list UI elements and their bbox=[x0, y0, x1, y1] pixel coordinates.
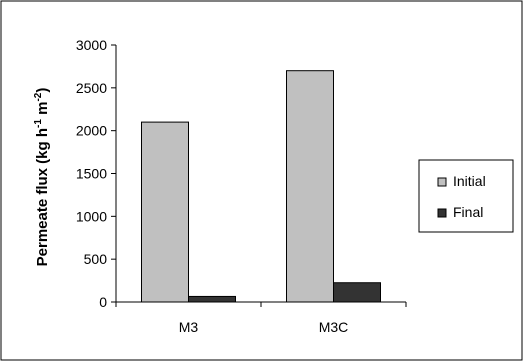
y-axis: 0 500 1000 1500 2000 2500 3000 bbox=[76, 37, 117, 310]
y-tick-label: 1500 bbox=[76, 166, 107, 182]
bar-initial-m3c bbox=[286, 70, 334, 303]
x-tick-label: M3C bbox=[319, 319, 349, 335]
x-tick-label: M3 bbox=[179, 319, 199, 335]
bar-final-m3c bbox=[333, 282, 381, 303]
legend-label-final: Final bbox=[453, 204, 483, 220]
y-tick-label: 2500 bbox=[76, 80, 107, 96]
bar-final-m3 bbox=[188, 295, 236, 303]
y-tick-label: 1000 bbox=[76, 208, 107, 224]
legend-swatch-initial bbox=[437, 177, 447, 187]
y-axis-label: Permeate flux (kg h-1 m-2) bbox=[33, 88, 51, 267]
y-tick-label: 500 bbox=[84, 251, 108, 267]
bar-initial-m3 bbox=[141, 121, 189, 303]
legend-label-initial: Initial bbox=[453, 173, 486, 189]
y-tick-label: 3000 bbox=[76, 37, 107, 53]
legend-box bbox=[418, 159, 514, 233]
y-tick-label: 0 bbox=[99, 294, 107, 310]
bars bbox=[141, 70, 381, 303]
legend: Initial Final bbox=[418, 159, 514, 233]
y-tick-label: 2000 bbox=[76, 123, 107, 139]
legend-swatch-final bbox=[437, 208, 447, 218]
